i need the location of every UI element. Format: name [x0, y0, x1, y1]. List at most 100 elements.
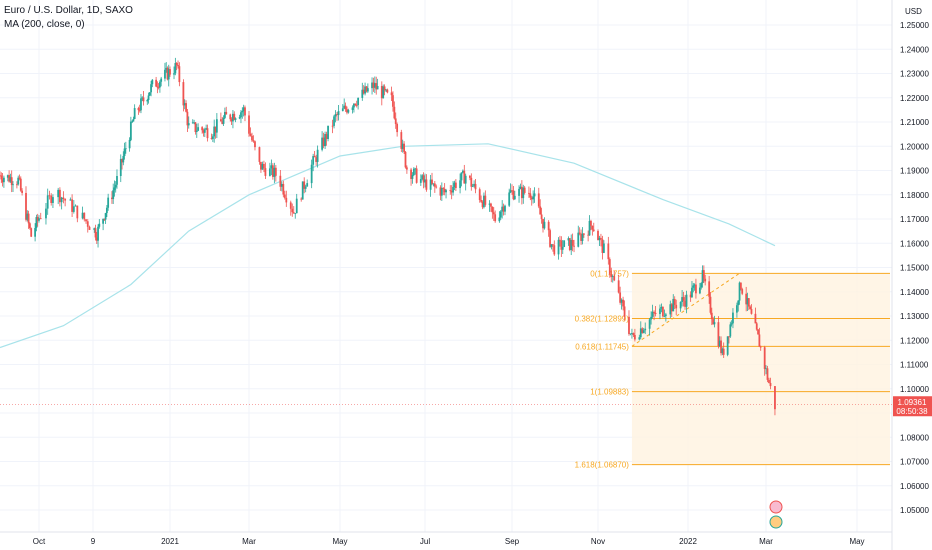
candle-body	[708, 281, 711, 297]
candle-body	[759, 346, 762, 348]
candle-body	[282, 183, 285, 195]
candle-body	[62, 197, 65, 200]
candle-body	[749, 306, 752, 309]
candle-body	[642, 330, 645, 333]
candle-body	[365, 86, 368, 92]
candle-body	[283, 194, 286, 198]
candle-body	[484, 195, 487, 205]
candle-body	[529, 193, 532, 198]
candle-body	[577, 232, 580, 247]
y-tick-label: 1.05000	[900, 506, 929, 515]
candle-body	[93, 228, 96, 230]
candle-body	[415, 168, 418, 183]
candle-body	[518, 188, 520, 196]
candle-body	[504, 205, 506, 212]
x-tick-label: May	[332, 537, 347, 546]
candle-body	[292, 212, 295, 214]
candle-body	[261, 163, 264, 170]
candle-body	[530, 197, 533, 200]
candle-body	[774, 386, 776, 410]
candle-body	[588, 220, 591, 236]
candle-body	[123, 148, 126, 157]
candle-body	[215, 119, 218, 133]
candle-body	[568, 238, 571, 250]
y-tick-label: 1.06000	[900, 482, 929, 491]
candle-body	[310, 164, 313, 184]
candle-body	[754, 313, 757, 324]
candle-body	[425, 179, 428, 190]
candle-body	[684, 300, 686, 307]
candle-body	[682, 297, 685, 301]
candle-body	[3, 177, 5, 183]
candle-body	[57, 189, 60, 198]
candle-body	[747, 298, 750, 307]
y-tick-label: 1.16000	[900, 239, 929, 248]
candle-body	[419, 179, 422, 183]
candle-body	[445, 190, 447, 193]
candle-body	[737, 300, 740, 306]
candle-body	[263, 163, 265, 169]
candle-body	[234, 118, 237, 120]
candle-body	[213, 126, 216, 137]
candle-body	[473, 183, 476, 186]
candle-body	[203, 129, 206, 133]
candle-body	[663, 315, 666, 317]
candle-body	[672, 298, 675, 312]
candle-body	[104, 213, 107, 220]
candle-body	[660, 306, 663, 309]
candle-body	[543, 221, 546, 229]
candle-body	[439, 187, 442, 196]
candle-body	[279, 175, 282, 187]
candle-body	[160, 78, 163, 82]
candle-body	[768, 379, 770, 383]
candle-body	[717, 322, 720, 347]
candle-body	[354, 103, 357, 106]
candle-body	[583, 233, 585, 235]
candle-body	[76, 205, 79, 219]
y-tick-label: 1.15000	[900, 264, 929, 273]
candle-body	[260, 161, 262, 170]
candle-body	[249, 133, 252, 136]
candle-body	[210, 138, 213, 139]
fib-level-label: 1.618(1.06870)	[575, 461, 630, 470]
candle-body	[372, 82, 375, 88]
candle-body	[30, 228, 33, 237]
candle-body	[64, 199, 67, 201]
candle-body	[401, 143, 404, 149]
candle-body	[597, 230, 599, 241]
candle-body	[542, 218, 544, 229]
y-tick-label: 1.18000	[900, 191, 929, 200]
candle-body	[151, 79, 154, 85]
candle-body	[578, 232, 581, 234]
candle-body	[463, 170, 466, 184]
candle-body	[343, 105, 346, 109]
candle-body	[620, 299, 623, 303]
candle-body	[105, 207, 108, 214]
candle-body	[111, 197, 113, 200]
y-tick-label: 1.17000	[900, 215, 929, 224]
y-tick-label: 1.22000	[900, 94, 929, 103]
candle-body	[670, 304, 673, 312]
candle-body	[166, 67, 169, 80]
candle-body	[333, 116, 335, 126]
candle-body	[607, 243, 610, 260]
candle-body	[205, 128, 208, 130]
candle-body	[29, 223, 31, 229]
candle-body	[573, 245, 575, 247]
candle-body	[600, 237, 602, 240]
candle-body	[336, 114, 338, 116]
candle-body	[766, 368, 769, 380]
candle-body	[729, 324, 732, 337]
y-tick-label: 1.10000	[900, 385, 929, 394]
candle-body	[613, 276, 616, 281]
candle-body	[452, 186, 454, 193]
candle-body	[371, 82, 373, 89]
candle-body	[431, 179, 433, 184]
candle-body	[547, 221, 550, 231]
candle-body	[294, 213, 297, 215]
candle-body	[549, 230, 551, 247]
y-tick-label: 1.24000	[900, 45, 929, 54]
candle-body	[71, 199, 73, 212]
